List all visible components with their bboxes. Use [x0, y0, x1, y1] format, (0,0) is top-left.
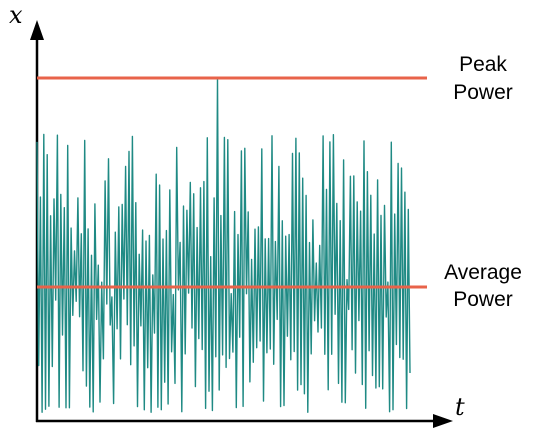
- y-axis-label: x: [9, 1, 23, 29]
- x-axis-arrowhead: [433, 414, 453, 428]
- average-power-label-line-1: Average: [444, 261, 522, 284]
- signal-series: [36, 77, 411, 413]
- peak-power-label-line-1: Peak: [459, 53, 507, 76]
- x-axis-label: t: [455, 393, 465, 421]
- y-axis-arrowhead: [30, 20, 44, 40]
- peak-power-label-line-2: Power: [453, 81, 513, 104]
- average-power-label-line-2: Power: [453, 288, 513, 311]
